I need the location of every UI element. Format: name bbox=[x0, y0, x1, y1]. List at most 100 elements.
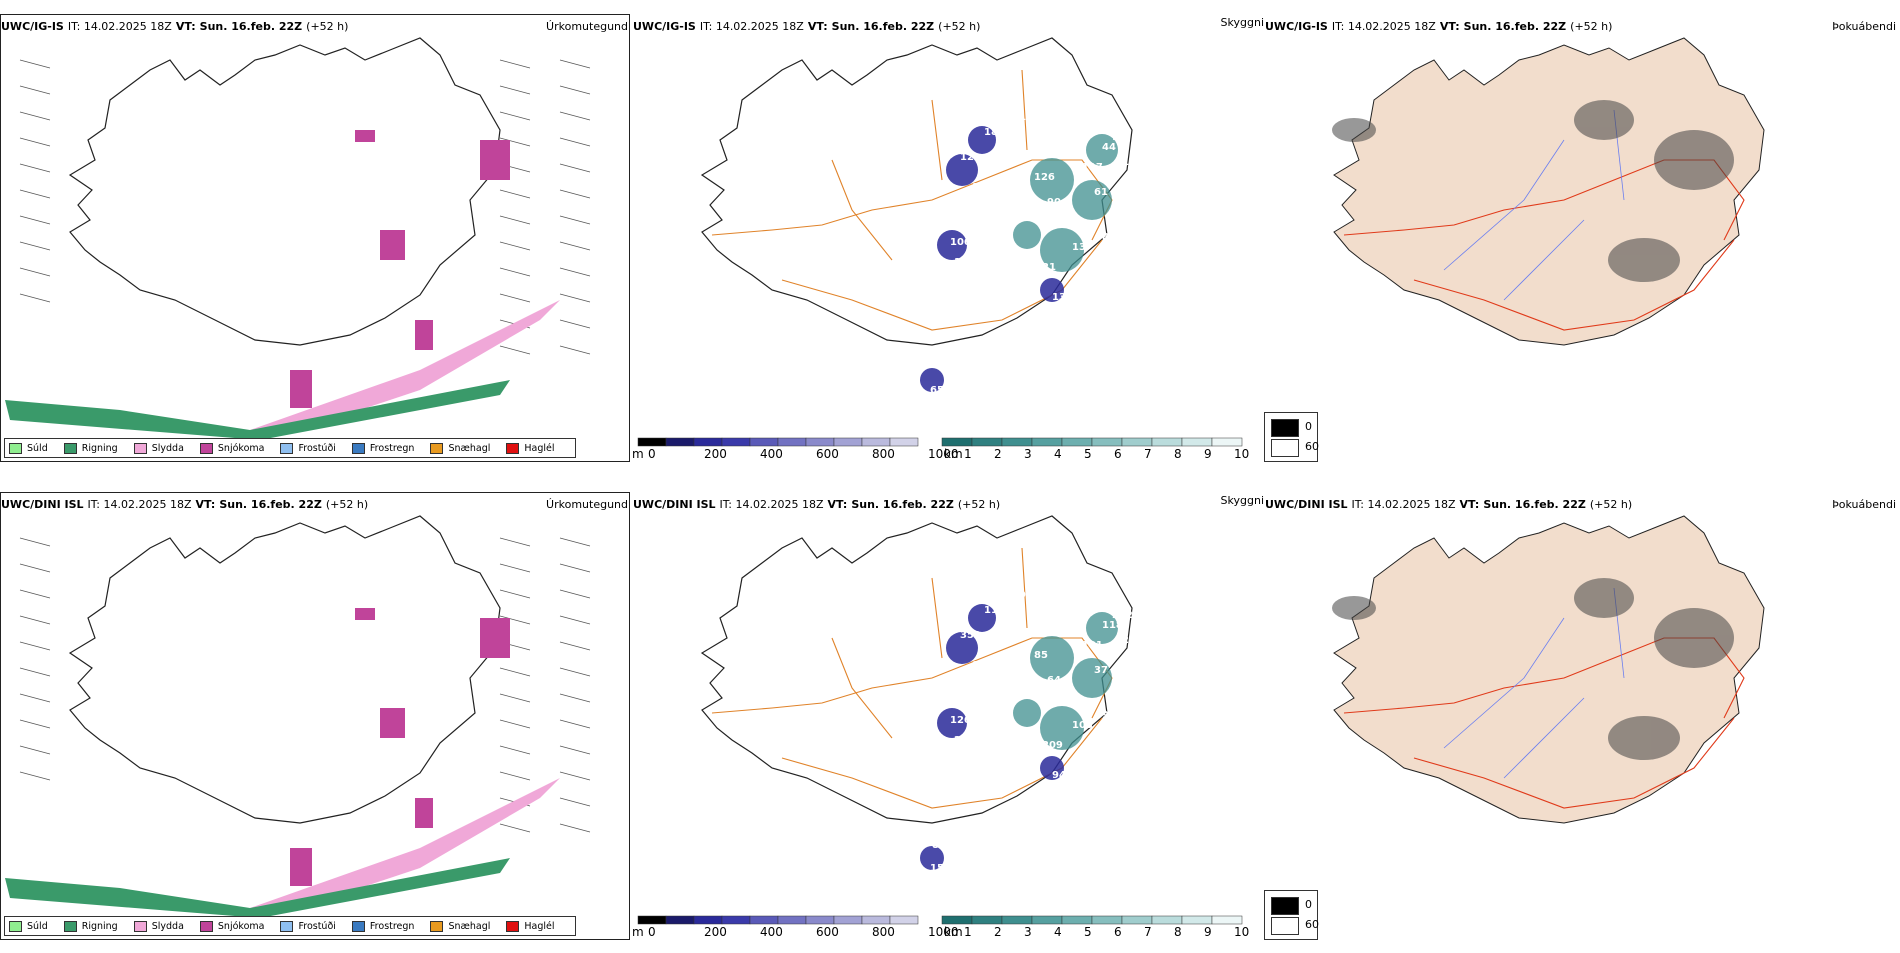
cbar-km-tick: 10 bbox=[1234, 925, 1249, 939]
legend-item: Haglél bbox=[506, 920, 555, 932]
visibility-value-label: 11 bbox=[984, 605, 998, 616]
lead-time: (+52 h) bbox=[957, 498, 1001, 511]
cbar-m-unit: m bbox=[632, 447, 644, 461]
cbar-m-tick: 800 bbox=[872, 447, 895, 461]
cbar-km-tick: 4 bbox=[1054, 447, 1062, 461]
cbar-m-segment bbox=[693, 915, 723, 925]
legend-label: Snæhagl bbox=[448, 920, 491, 932]
legend-label: Haglél bbox=[524, 442, 555, 454]
cbar-m-segment bbox=[861, 915, 891, 925]
model-name: UWC/IG-IS bbox=[633, 20, 696, 33]
fog-legend-swatch bbox=[1271, 419, 1299, 437]
visibility-value-label: 18 bbox=[1037, 322, 1051, 333]
cbar-km-tick: 8 bbox=[1174, 447, 1182, 461]
visibility-value-label: 23 bbox=[1117, 202, 1131, 213]
legend-swatch bbox=[63, 442, 77, 454]
variable-label: Þokuábendi bbox=[1832, 498, 1896, 511]
legend-item: Frostúði bbox=[280, 442, 336, 454]
cbar-km-tick: 3 bbox=[1024, 925, 1032, 939]
cbar-m-tick: 0 bbox=[648, 925, 656, 939]
cbar-km-tick: 10 bbox=[1234, 447, 1249, 461]
legend-item: Frostregn bbox=[351, 920, 415, 932]
visibility-value-label: 99 bbox=[997, 775, 1011, 786]
variable-label: Skyggni bbox=[1220, 494, 1264, 507]
visibility-panel: UWC/DINI ISL IT: 14.02.2025 18Z VT: Sun.… bbox=[632, 478, 1264, 948]
lead-time: (+52 h) bbox=[325, 498, 369, 511]
legend-label: Frostúði bbox=[298, 920, 336, 932]
legend-item: Slydda bbox=[133, 442, 184, 454]
precip-type-panel: UWC/IG-IS IT: 14.02.2025 18Z VT: Sun. 16… bbox=[0, 0, 632, 470]
panel-frame bbox=[0, 492, 630, 940]
visibility-value-label: 44 bbox=[1102, 142, 1116, 153]
legend-item: Súld bbox=[9, 920, 48, 932]
model-name: UWC/DINI ISL bbox=[633, 498, 716, 511]
init-time: IT: 14.02.2025 18Z bbox=[699, 20, 804, 33]
visibility-value-label: 126 bbox=[1034, 172, 1055, 183]
legend-label: Slydda bbox=[151, 442, 184, 454]
visibility-value-label: 79 bbox=[1077, 272, 1091, 283]
visibility-value-label: 353 bbox=[992, 690, 1013, 701]
visibility-value-label: 224 bbox=[992, 212, 1013, 223]
visibility-value-label: 12 bbox=[960, 152, 974, 163]
panel-title: UWC/DINI ISL IT: 14.02.2025 18Z VT: Sun.… bbox=[1265, 498, 1896, 514]
legend-swatch bbox=[280, 442, 294, 454]
fog-legend-label: 60 bbox=[1305, 440, 1319, 453]
cbar-m-segment bbox=[833, 915, 863, 925]
lead-time: (+52 h) bbox=[1570, 20, 1613, 33]
legend-item: Snæhagl bbox=[430, 442, 491, 454]
cbar-km-unit: km bbox=[944, 447, 963, 461]
cbar-km-segment bbox=[1001, 915, 1033, 925]
visibility-value-label: 11 bbox=[972, 287, 986, 298]
valid-time: Sun. 16.feb. 22Z bbox=[219, 498, 322, 511]
visibility-value-label: 94 bbox=[1052, 770, 1066, 781]
visibility-value-label: 11 bbox=[1087, 590, 1101, 601]
visibility-value-label: 909 bbox=[1102, 710, 1123, 721]
init-time: IT: 14.02.2025 18Z bbox=[1331, 20, 1436, 33]
cbar-m-tick: 1000 bbox=[928, 925, 959, 939]
visibility-value-label: 14 bbox=[1022, 670, 1036, 681]
cbar-m-segment bbox=[721, 437, 751, 447]
valid-time-label: VT: bbox=[1459, 498, 1480, 511]
fog-legend-swatch bbox=[1271, 439, 1299, 457]
visibility-value-label: 11 bbox=[1012, 112, 1026, 123]
visibility-value-label: 209 bbox=[1042, 740, 1063, 751]
legend-label: Slydda bbox=[151, 920, 184, 932]
visibility-value-label: 11 bbox=[1122, 157, 1136, 168]
valid-time: Sun. 16.feb. 22Z bbox=[199, 20, 303, 33]
fog-legend: 0 60 bbox=[1264, 412, 1319, 462]
cbar-km-tick: 9 bbox=[1204, 447, 1212, 461]
cbar-m-tick: 600 bbox=[816, 447, 839, 461]
legend-label: Snæhagl bbox=[448, 442, 491, 454]
legend-label: Snjókoma bbox=[217, 920, 265, 932]
valid-time: Sun. 16.feb. 22Z bbox=[1463, 20, 1567, 33]
variable-label: Skyggni bbox=[1220, 16, 1264, 29]
cbar-m-segment bbox=[777, 915, 807, 925]
legend-label: Frostregn bbox=[369, 920, 415, 932]
visibility-value-label: 131 bbox=[954, 257, 975, 268]
cbar-km-tick: 6 bbox=[1114, 447, 1122, 461]
cbar-m-segment bbox=[777, 437, 807, 447]
cbar-km-unit: km bbox=[944, 925, 963, 939]
visibility-value-label: 159 bbox=[930, 863, 951, 874]
cbar-m-segment bbox=[833, 437, 863, 447]
visibility-value-label: 24 bbox=[1027, 137, 1041, 148]
visibility-value-label: 64 bbox=[1047, 675, 1061, 686]
visibility-value-label: 83 bbox=[1062, 217, 1076, 228]
visibility-value-label: 87 bbox=[972, 660, 986, 671]
cbar-m-segment bbox=[693, 437, 723, 447]
visibility-value-label: 82 bbox=[942, 825, 956, 836]
model-name: UWC/DINI ISL bbox=[1265, 498, 1348, 511]
cbar-km-tick: 5 bbox=[1084, 447, 1092, 461]
legend-item: Súld bbox=[9, 442, 48, 454]
init-time: IT: 14.02.2025 18Z bbox=[1351, 498, 1456, 511]
panel-title: UWC/IG-IS IT: 14.02.2025 18Z VT: Sun. 16… bbox=[1, 20, 628, 36]
cbar-m-tick: 400 bbox=[760, 447, 783, 461]
cbar-km-tick: 2 bbox=[994, 925, 1002, 939]
fog-legend-swatch bbox=[1271, 917, 1299, 935]
visibility-value-label: 307 bbox=[1132, 182, 1153, 193]
cbar-km-segment bbox=[1061, 437, 1093, 447]
cbar-m-tick: 600 bbox=[816, 925, 839, 939]
cbar-m-segment bbox=[805, 915, 835, 925]
legend-swatch bbox=[506, 920, 520, 932]
cbar-m-tick: 0 bbox=[648, 447, 656, 461]
